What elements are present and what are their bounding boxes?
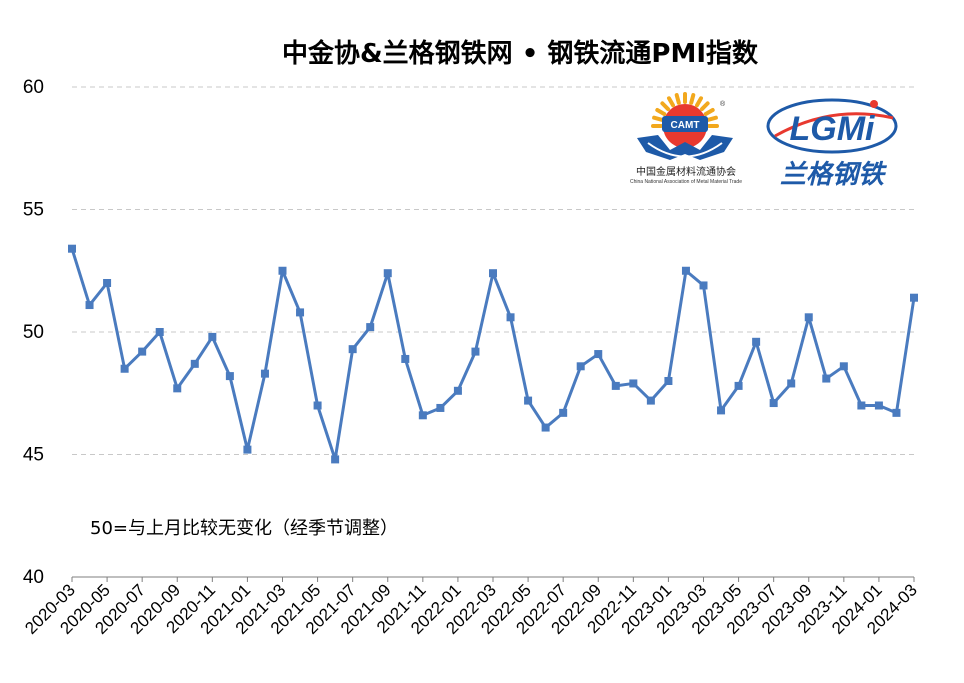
y-tick-label: 55 (23, 200, 44, 221)
data-point (436, 403, 445, 412)
data-point (348, 345, 357, 354)
data-point (752, 337, 761, 346)
data-point (804, 313, 813, 322)
y-axis-ticks: 40 45 50 55 60 (23, 77, 44, 588)
data-point (839, 362, 848, 371)
camt-cn-name: 中国金属材料流通协会 (636, 165, 736, 178)
series-markers (68, 244, 918, 464)
y-tick-label: 50 (23, 322, 44, 343)
data-point (296, 308, 305, 317)
data-point (910, 293, 918, 302)
camt-sun-emblem: CAMT ® (637, 92, 733, 160)
data-point (68, 244, 76, 253)
lgmi-mark: LGMi (790, 110, 877, 148)
data-point (769, 399, 778, 408)
data-point (453, 386, 462, 395)
camt-logo: CAMT ® 中国金属材料流通协会 China National Associa… (630, 92, 742, 185)
data-point (892, 408, 901, 417)
data-point (699, 281, 708, 290)
data-point (313, 401, 322, 410)
data-point (734, 381, 743, 390)
x-axis-ticks: 2020-032020-052020-072020-092020-112021-… (21, 577, 921, 638)
data-point (717, 406, 726, 415)
data-point (155, 328, 164, 336)
lgmi-logo: LGMi 兰格钢铁 (766, 98, 898, 190)
series-line (70, 248, 916, 461)
data-point (874, 401, 883, 410)
data-point (576, 362, 585, 371)
y-tick-label: 60 (23, 77, 44, 98)
data-point (366, 323, 375, 332)
data-point (173, 384, 182, 393)
data-point (85, 301, 94, 310)
chart-note: 50=与上月比较无变化（经季节调整） (90, 518, 398, 539)
data-point (471, 347, 480, 356)
data-point (629, 379, 638, 388)
data-point (401, 354, 410, 363)
data-point (857, 401, 866, 410)
data-point (418, 411, 427, 420)
data-point (331, 455, 340, 464)
data-point (208, 332, 217, 341)
data-point (524, 396, 533, 405)
data-point (559, 408, 568, 417)
svg-text:®: ® (720, 100, 726, 108)
data-point (489, 269, 497, 278)
data-point (260, 369, 269, 378)
camt-en-name: China National Association of Metal Mate… (630, 179, 742, 185)
data-point (664, 377, 673, 385)
data-point (243, 445, 252, 454)
y-tick-label: 40 (23, 567, 44, 588)
data-point (103, 279, 112, 287)
data-point (541, 423, 550, 432)
data-point (383, 269, 392, 278)
lgmi-cn-name: 兰格钢铁 (780, 160, 888, 190)
data-point (594, 350, 603, 359)
data-point (120, 364, 129, 373)
data-point (822, 374, 831, 383)
svg-text:CAMT: CAMT (671, 120, 700, 131)
chart-title: 中金协&兰格钢铁网 • 钢铁流通PMI指数 (282, 38, 759, 69)
data-point (278, 266, 287, 275)
data-point (611, 381, 620, 390)
data-point (787, 379, 796, 388)
data-point (190, 359, 199, 368)
data-point (681, 266, 690, 275)
data-point (646, 396, 655, 405)
data-point (138, 347, 147, 356)
data-point (506, 313, 515, 322)
y-tick-label: 45 (23, 445, 44, 466)
data-point (225, 372, 234, 381)
